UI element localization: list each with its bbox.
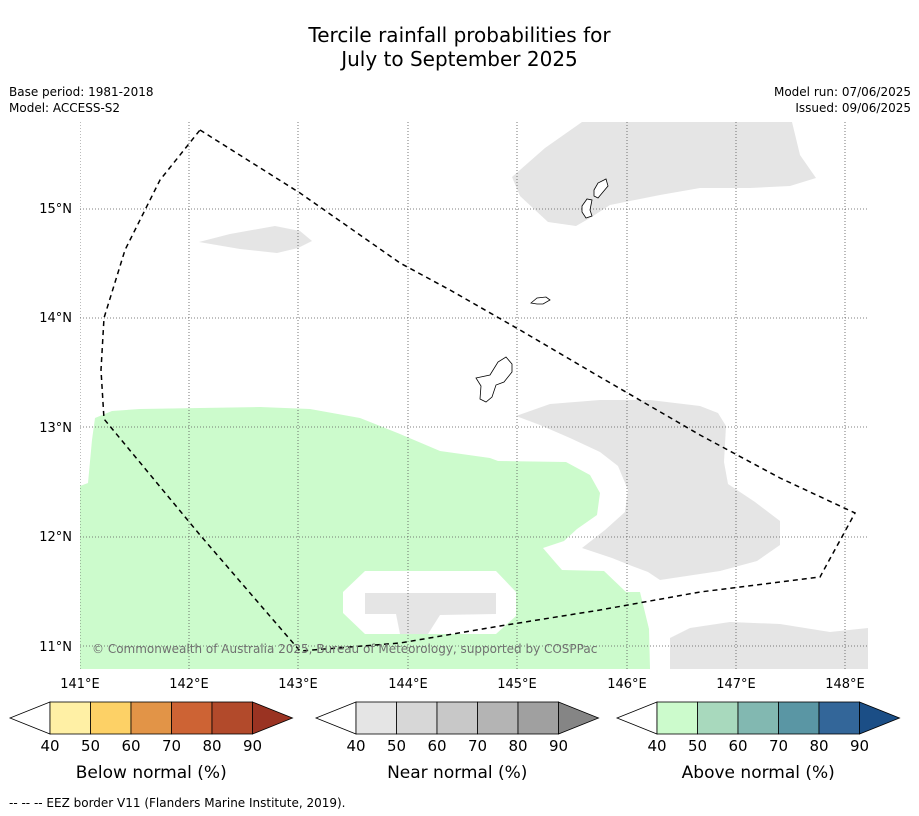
island-tinian <box>581 198 593 219</box>
lat-label-14n: 14°N <box>39 311 72 326</box>
lon-label-143e: 143°E <box>278 677 318 692</box>
copyright-notice: © Commonwealth of Australia 2025, Bureau… <box>92 642 597 656</box>
colorbar-tick-label: 90 <box>549 737 568 755</box>
colorbar-segment <box>171 701 213 735</box>
colorbar-1: 40 50 60 70 80 90 Below normal (%) <box>8 701 294 783</box>
lon-label-142e: 142°E <box>169 677 209 692</box>
eez-border <box>100 129 857 652</box>
near-normal-region-east <box>516 400 780 580</box>
lat-label-13n: 13°N <box>39 421 72 436</box>
near-normal-region-southeast <box>670 622 868 669</box>
colorbar-title: Near normal (%) <box>387 763 527 783</box>
colorbar-tick-label: 50 <box>688 737 707 755</box>
lon-label-146e: 146°E <box>607 677 647 692</box>
colorbar-tick-label: 40 <box>346 737 365 755</box>
lat-label-15n: 15°N <box>39 202 72 217</box>
lon-label-145e: 145°E <box>497 677 537 692</box>
islands <box>475 178 609 403</box>
map-title-line2: July to September 2025 <box>341 47 578 71</box>
near-normal-region-inner <box>365 593 496 634</box>
colorbar-segment <box>90 701 132 735</box>
colorbar-extend-max <box>558 701 600 735</box>
lon-label-144e: 144°E <box>388 677 428 692</box>
colorbar-extend-max <box>252 701 294 735</box>
colorbar-segment <box>697 701 739 735</box>
colorbar-tick-label: 40 <box>40 737 59 755</box>
colorbar-segment <box>477 701 519 735</box>
colorbar-segment <box>49 701 91 735</box>
colorbar-legends: 40 50 60 70 80 90 Below normal (%) 40 50 60 70 80 90… <box>8 701 901 783</box>
near-normal-region-west <box>199 226 312 253</box>
colorbar-tick-label: 90 <box>850 737 869 755</box>
colorbar-title: Below normal (%) <box>76 763 227 783</box>
colorbar-segment <box>396 701 438 735</box>
lat-label-12n: 12°N <box>39 530 72 545</box>
colorbar-tick-label: 70 <box>769 737 788 755</box>
colorbar-tick-label: 90 <box>243 737 262 755</box>
colorbar-tick-label: 70 <box>468 737 487 755</box>
graticule <box>80 122 868 669</box>
colorbar-segment <box>436 701 478 735</box>
eez-footnote: -- -- -- EEZ border V11 (Flanders Marine… <box>9 796 346 810</box>
colorbar-segment <box>818 701 860 735</box>
colorbar-segment <box>355 701 397 735</box>
colorbar-tick-label: 60 <box>427 737 446 755</box>
island-rota <box>530 296 551 305</box>
colorbar-extend-min <box>615 701 658 735</box>
colorbar-tick-label: 40 <box>647 737 666 755</box>
model-label: Model: ACCESS-S2 <box>9 101 121 115</box>
colorbar-title: Above normal (%) <box>682 763 835 783</box>
colorbar-tick-label: 80 <box>202 737 221 755</box>
model-run-label: Model run: 07/06/2025 <box>773 85 911 99</box>
colorbar-tick-label: 60 <box>728 737 747 755</box>
issued-label: Issued: 09/06/2025 <box>795 101 911 115</box>
colorbar-extend-min <box>314 701 357 735</box>
colorbar-segment <box>130 701 172 735</box>
colorbar-2: 40 50 60 70 80 90 Near normal (%) <box>314 701 600 783</box>
colorbar-3: 40 50 60 70 80 90 Above normal (%) <box>615 701 901 783</box>
colorbar-segment <box>737 701 779 735</box>
map-area: © Commonwealth of Australia 2025, Bureau… <box>80 122 868 669</box>
colorbar-tick-label: 80 <box>508 737 527 755</box>
colorbar-segment <box>656 701 698 735</box>
colorbar-segment <box>211 701 253 735</box>
lon-label-141e: 141°E <box>60 677 100 692</box>
colorbar-tick-label: 60 <box>121 737 140 755</box>
colorbar-tick-label: 80 <box>809 737 828 755</box>
lat-label-11n: 11°N <box>39 640 72 655</box>
colorbar-extend-min <box>8 701 51 735</box>
map-title-line1: Tercile rainfall probabilities for <box>308 23 611 47</box>
colorbar-tick-label: 70 <box>162 737 181 755</box>
colorbar-segment <box>778 701 820 735</box>
colorbar-tick-label: 50 <box>81 737 100 755</box>
colorbar-extend-max <box>859 701 901 735</box>
base-period-label: Base period: 1981-2018 <box>9 85 154 99</box>
colorbar-segment <box>517 701 559 735</box>
colorbar-tick-label: 50 <box>387 737 406 755</box>
lon-label-148e: 148°E <box>825 677 865 692</box>
island-saipan <box>593 178 609 199</box>
island-guam <box>475 356 513 403</box>
lon-label-147e: 147°E <box>716 677 756 692</box>
